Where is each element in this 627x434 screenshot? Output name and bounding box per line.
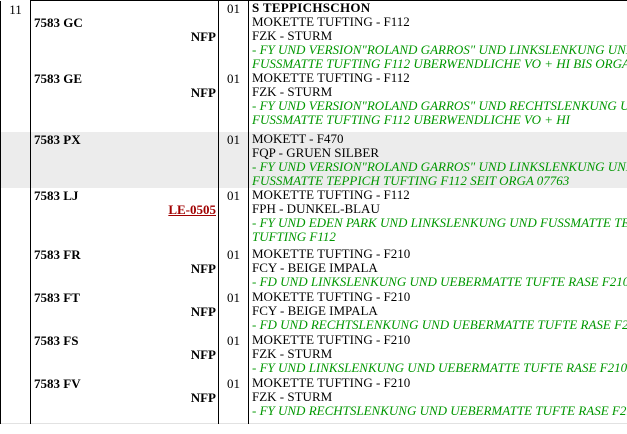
description-line: FCY - BEIGE IMPALA (252, 260, 378, 275)
description-cell: S TEPPICHSCHON MOKETTE TUFTING - F112 FZ… (248, 0, 627, 71)
quantity: 01 (227, 247, 240, 262)
part-code-cell: 7583 FS NFP (30, 333, 219, 376)
part-number[interactable]: 7583 LJ (34, 188, 79, 203)
description-line: MOKETTE TUFTING - F112 (252, 71, 410, 85)
quantity-cell: 01 (218, 188, 249, 247)
part-number[interactable]: 7583 PX (34, 132, 81, 147)
applicability-note: - FD UND LINKSLENKUNG UND UEBERMATTE TUF… (252, 274, 627, 289)
applicability-note: - FD UND RECHTSLENKUNG UND UEBERMATTE TU… (252, 317, 627, 332)
description-line: FZK - STURM (252, 84, 333, 99)
applicability-note: - FY UND EDEN PARK UND LINKSLENKUNG UND … (252, 215, 627, 230)
part-row[interactable]: 7583 LJ LE-0505 01 MOKETTE TUFTING - F11… (0, 188, 627, 247)
quantity-cell: 01 (218, 71, 249, 132)
position-number-cell (0, 71, 31, 132)
availability-code: NFP (190, 347, 216, 362)
description-line: MOKETTE TUFTING - F210 (252, 290, 411, 304)
quantity-cell: 01 (218, 333, 249, 376)
applicability-note: FUSSMATTE TUFTING F112 UBERWENDLICHE VO … (252, 112, 570, 127)
position-number: 11 (9, 1, 22, 17)
position-number-cell (0, 376, 31, 423)
part-code-cell: 7583 FT NFP (30, 290, 219, 333)
quantity-cell: 01 (218, 376, 249, 423)
description-line: FPH - DUNKEL-BLAU (252, 201, 380, 216)
description-line: MOKETTE TUFTING - F210 (252, 376, 411, 390)
part-number[interactable]: 7583 GC (34, 15, 83, 30)
availability-code: NFP (190, 304, 216, 319)
part-row[interactable]: 11 7583 GC NFP 01 S TEPPICHSCHON MOKETTE… (0, 0, 627, 71)
quantity: 01 (227, 376, 240, 391)
description-line: FZK - STURM (252, 346, 333, 361)
part-number[interactable]: 7583 FS (34, 333, 79, 348)
description-line: FZK - STURM (252, 389, 333, 404)
description-cell: MOKETTE TUFTING - F210 FCY - BEIGE IMPAL… (248, 247, 627, 290)
part-row-highlighted[interactable]: 7583 PX 01 MOKETT - F470 FQP - GRUEN SIL… (0, 132, 627, 188)
applicability-note: - FY UND VERSION"ROLAND GARROS" UND LINK… (252, 42, 627, 57)
quantity-cell: 01 (218, 0, 249, 71)
part-row[interactable]: 7583 GE NFP 01 MOKETTE TUFTING - F112 FZ… (0, 71, 627, 132)
quantity-cell: 01 (218, 290, 249, 333)
part-code-cell: 7583 GE NFP (30, 71, 219, 132)
description-cell: MOKETTE TUFTING - F210 FZK - STURM - FY … (248, 333, 627, 376)
description-line: MOKETTE TUFTING - F112 (252, 188, 410, 202)
part-number[interactable]: 7583 FT (34, 290, 80, 305)
description-line: MOKETTE TUFTING - F210 (252, 247, 411, 261)
part-row[interactable]: 7583 FR NFP 01 MOKETTE TUFTING - F210 FC… (0, 247, 627, 290)
position-number-cell (0, 247, 31, 290)
part-code-cell: 7583 GC NFP (30, 0, 219, 71)
availability-code: NFP (190, 390, 216, 405)
quantity: 01 (227, 290, 240, 305)
quantity-cell: 01 (218, 132, 249, 188)
part-number[interactable]: 7583 GE (34, 71, 83, 86)
description-line: MOKETTE TUFTING - F112 (252, 14, 410, 29)
description-cell: MOKETTE TUFTING - F210 FZK - STURM - FY … (248, 376, 627, 423)
quantity: 01 (227, 188, 240, 203)
position-number-cell (0, 188, 31, 247)
quantity: 01 (227, 333, 240, 348)
position-number-cell (0, 333, 31, 376)
applicability-note: FUSSMATTE TEPPICH TUFTING F112 SEIT ORGA… (252, 173, 570, 188)
section-header: S TEPPICHSCHON (252, 0, 371, 15)
quantity: 01 (227, 1, 240, 16)
position-number-cell: 11 (0, 0, 31, 71)
description-line: MOKETTE TUFTING - F210 (252, 333, 411, 347)
quantity-cell: 01 (218, 247, 249, 290)
part-number[interactable]: 7583 FV (34, 376, 81, 391)
availability-code: NFP (190, 29, 216, 44)
description-line: FQP - GRUEN SILBER (252, 145, 380, 160)
applicability-note: TUFTING F112 (252, 229, 336, 244)
part-code-cell: 7583 FV NFP (30, 376, 219, 423)
description-line: FZK - STURM (252, 28, 333, 43)
applicability-note: - FY UND RECHTSLENKUNG UND UEBERMATTE TU… (252, 403, 627, 418)
position-number-cell (0, 290, 31, 333)
part-row[interactable]: 7583 FS NFP 01 MOKETTE TUFTING - F210 FZ… (0, 333, 627, 376)
quantity: 01 (227, 71, 240, 86)
part-code-cell: 7583 PX (30, 132, 219, 188)
applicability-note: - FY UND VERSION"ROLAND GARROS" UND LINK… (252, 159, 627, 174)
description-line: MOKETT - F470 (252, 132, 344, 146)
part-code-cell: 7583 LJ LE-0505 (30, 188, 219, 247)
applicability-note: - FY UND VERSION"ROLAND GARROS" UND RECH… (252, 98, 627, 113)
part-row[interactable]: 7583 FT NFP 01 MOKETTE TUFTING - F210 FC… (0, 290, 627, 333)
description-cell: MOKETT - F470 FQP - GRUEN SILBER - FY UN… (248, 132, 627, 188)
part-number[interactable]: 7583 FR (34, 247, 81, 262)
part-row[interactable]: 7583 FV NFP 01 MOKETTE TUFTING - F210 FZ… (0, 376, 627, 423)
part-code-cell: 7583 FR NFP (30, 247, 219, 290)
availability-code: NFP (190, 85, 216, 100)
note-link[interactable]: LE-0505 (168, 202, 216, 217)
description-line: FCY - BEIGE IMPALA (252, 303, 378, 318)
quantity: 01 (227, 132, 240, 147)
parts-table: 11 7583 GC NFP 01 S TEPPICHSCHON MOKETTE… (0, 0, 627, 424)
applicability-note: FUSSMATTE TUFTING F112 UBERWENDLICHE VO … (252, 56, 627, 71)
description-cell: MOKETTE TUFTING - F112 FPH - DUNKEL-BLAU… (248, 188, 627, 247)
availability-code: NFP (190, 261, 216, 276)
applicability-note: - FY UND LINKSLENKUNG UND UEBERMATTE TUF… (252, 360, 627, 375)
position-number-cell (0, 132, 31, 188)
description-cell: MOKETTE TUFTING - F112 FZK - STURM - FY … (248, 71, 627, 132)
description-cell: MOKETTE TUFTING - F210 FCY - BEIGE IMPAL… (248, 290, 627, 333)
